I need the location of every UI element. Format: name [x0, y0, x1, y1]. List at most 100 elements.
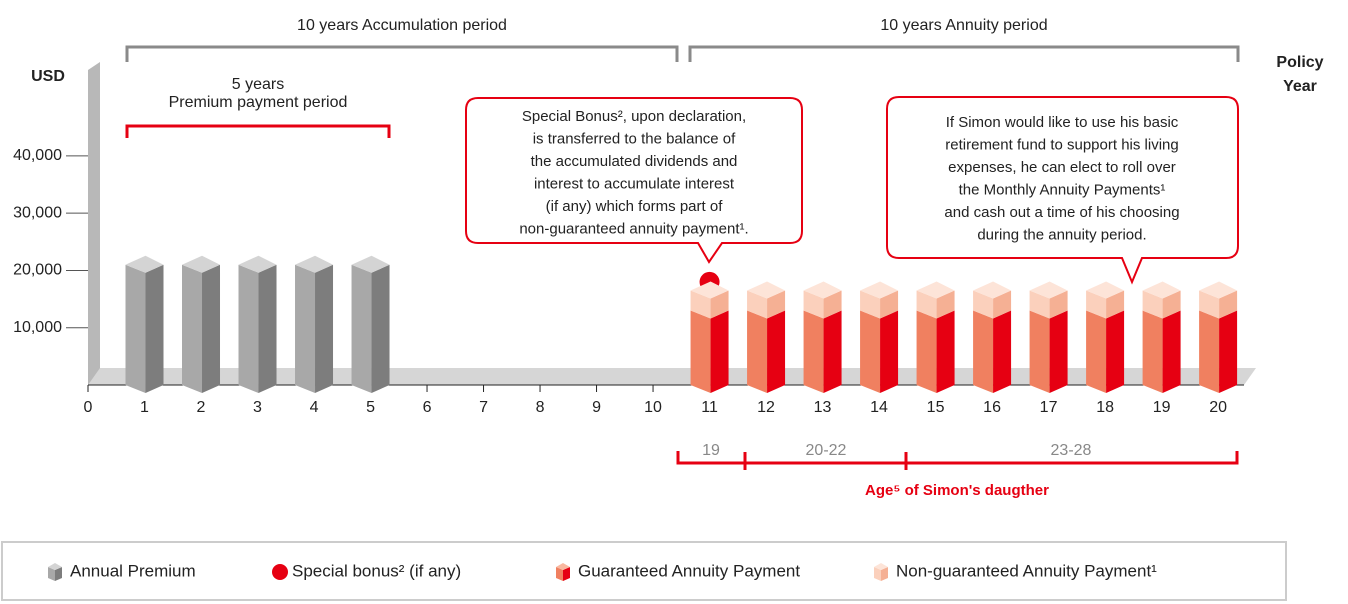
legend-swatch — [874, 563, 888, 570]
bar — [973, 281, 1012, 319]
bar-side — [993, 310, 1012, 393]
legend-swatch — [272, 564, 288, 580]
callout-text: retirement fund to support his living — [945, 136, 1178, 153]
legend-swatch — [874, 567, 881, 581]
bar-side — [371, 264, 390, 393]
bar-side — [823, 310, 842, 393]
bar-top — [916, 281, 955, 299]
x-tick-label: 2 — [197, 399, 206, 416]
callout-text: non-guaranteed annuity payment¹. — [519, 220, 748, 237]
bar — [860, 281, 899, 319]
bar-side — [1162, 310, 1181, 393]
bar-side — [823, 290, 842, 319]
bar-front — [238, 264, 259, 393]
legend-swatch — [563, 567, 570, 581]
bar-top — [860, 281, 899, 299]
bar-front — [295, 264, 316, 393]
bar-top — [351, 255, 390, 273]
bar-top — [1199, 281, 1238, 299]
callout-text: the accumulated dividends and — [531, 153, 738, 170]
bar-top — [295, 255, 334, 273]
x-tick-label: 14 — [870, 399, 888, 416]
bar-front — [690, 290, 711, 319]
bar-side — [1219, 310, 1238, 393]
bar — [916, 281, 955, 319]
callout-text: If Simon would like to use his basic — [946, 114, 1179, 131]
bar-top — [1142, 281, 1181, 299]
legend-label: Annual Premium — [70, 561, 196, 580]
legend-swatch — [556, 567, 563, 581]
bar — [1029, 281, 1068, 319]
bar — [973, 310, 1012, 393]
legend-swatch — [881, 567, 888, 581]
bar-top — [1086, 281, 1125, 299]
bar — [747, 310, 786, 393]
callout-text: is transferred to the balance of — [533, 130, 736, 147]
bar-front — [1199, 290, 1220, 319]
x-tick-label: 11 — [701, 399, 718, 416]
x-axis-label: Year — [1283, 78, 1317, 95]
bar-front — [1142, 290, 1163, 319]
bar-top — [1029, 281, 1068, 299]
bar-front — [1086, 310, 1107, 393]
bar-front — [1029, 290, 1050, 319]
legend-swatch — [556, 563, 570, 570]
bar-side — [145, 264, 164, 393]
bar — [690, 310, 729, 393]
y-tick-label: 40,000 — [13, 147, 62, 164]
bar-side — [1049, 290, 1068, 319]
bar-side — [1219, 290, 1238, 319]
bar-front — [1199, 310, 1220, 393]
bar — [1142, 281, 1181, 319]
x-tick-label: 16 — [983, 399, 1001, 416]
x-tick-label: 8 — [536, 399, 545, 416]
bar-top — [238, 255, 277, 273]
bar — [1029, 310, 1068, 393]
bar — [747, 281, 786, 319]
legend-swatch — [48, 563, 62, 570]
bar-front — [803, 310, 824, 393]
annuity-label: 10 years Annuity period — [880, 17, 1047, 34]
bar-top — [747, 281, 786, 299]
bar-front — [182, 264, 203, 393]
x-tick-label: 0 — [84, 399, 93, 416]
bar-side — [767, 290, 786, 319]
bar-side — [1106, 290, 1125, 319]
y-tick-label: 10,000 — [13, 319, 62, 336]
bar-side — [880, 310, 899, 393]
y-axis-label: USD — [31, 68, 65, 85]
bar — [1086, 281, 1125, 319]
legend-swatch — [55, 567, 62, 581]
callout-text: interest to accumulate interest — [534, 175, 735, 192]
x-tick-label: 9 — [592, 399, 601, 416]
premium-label: Premium payment period — [169, 94, 348, 111]
bar-side — [710, 290, 729, 319]
callout-text: expenses, he can elect to roll over — [948, 159, 1176, 176]
bar-side — [993, 290, 1012, 319]
bar — [1142, 310, 1181, 393]
bar-side — [1049, 310, 1068, 393]
x-tick-label: 13 — [814, 399, 832, 416]
legend-label: Special bonus² (if any) — [292, 561, 461, 580]
bar-side — [880, 290, 899, 319]
age-label: 23-28 — [1051, 442, 1092, 459]
bar-front — [1142, 310, 1163, 393]
x-tick-label: 6 — [423, 399, 432, 416]
x-tick-label: 20 — [1209, 399, 1227, 416]
bar-side — [710, 310, 729, 393]
callout-box — [886, 96, 1239, 285]
x-axis-label: Policy — [1276, 54, 1323, 71]
bar — [351, 255, 390, 393]
legend — [1, 541, 1287, 601]
legend-swatch — [48, 567, 55, 581]
bar — [238, 255, 277, 393]
bar-front — [916, 290, 937, 319]
legend-label: Guaranteed Annuity Payment — [578, 561, 800, 580]
x-tick-label: 3 — [253, 399, 262, 416]
bar — [690, 281, 729, 319]
bar — [803, 310, 842, 393]
callout-text: during the annuity period. — [977, 226, 1146, 243]
callout-text: and cash out a time of his choosing — [944, 204, 1179, 221]
bar-top — [182, 255, 221, 273]
